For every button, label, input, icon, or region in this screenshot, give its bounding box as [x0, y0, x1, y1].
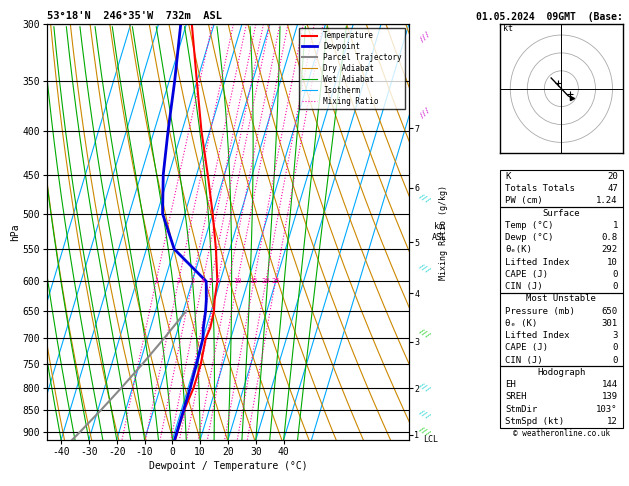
Text: 144: 144 — [602, 380, 618, 389]
Text: 139: 139 — [602, 392, 618, 401]
Text: 10: 10 — [607, 258, 618, 267]
Text: kt: kt — [503, 24, 513, 34]
Text: CIN (J): CIN (J) — [505, 282, 543, 291]
Text: Totals Totals: Totals Totals — [505, 184, 575, 193]
Text: Pressure (mb): Pressure (mb) — [505, 307, 575, 315]
Text: θₑ (K): θₑ (K) — [505, 319, 537, 328]
Text: ///: /// — [418, 382, 431, 394]
Text: 15: 15 — [250, 278, 258, 284]
Bar — [500, 293, 623, 366]
Text: StmDir: StmDir — [505, 405, 537, 414]
Text: ///: /// — [418, 30, 431, 43]
Text: CIN (J): CIN (J) — [505, 356, 543, 364]
Text: 650: 650 — [602, 307, 618, 315]
Text: LCL: LCL — [423, 435, 438, 444]
Text: 0: 0 — [613, 356, 618, 364]
Text: 4: 4 — [201, 278, 205, 284]
Text: CAPE (J): CAPE (J) — [505, 344, 548, 352]
Text: ///: /// — [418, 105, 431, 119]
Text: 12: 12 — [607, 417, 618, 426]
Text: K: K — [505, 172, 510, 181]
Y-axis label: hPa: hPa — [10, 223, 20, 241]
Text: 25: 25 — [271, 278, 280, 284]
Text: SREH: SREH — [505, 392, 526, 401]
Text: 20: 20 — [607, 172, 618, 181]
Text: StmSpd (kt): StmSpd (kt) — [505, 417, 564, 426]
Text: 6: 6 — [216, 278, 220, 284]
Text: 301: 301 — [602, 319, 618, 328]
Text: PW (cm): PW (cm) — [505, 196, 543, 206]
Text: ///: /// — [418, 426, 431, 437]
Text: 103°: 103° — [596, 405, 618, 414]
Text: 01.05.2024  09GMT  (Base: 06): 01.05.2024 09GMT (Base: 06) — [476, 12, 629, 22]
Legend: Temperature, Dewpoint, Parcel Trajectory, Dry Adiabat, Wet Adiabat, Isotherm, Mi: Temperature, Dewpoint, Parcel Trajectory… — [299, 28, 405, 109]
Text: 0: 0 — [613, 270, 618, 279]
Text: 3: 3 — [191, 278, 194, 284]
Text: Hodograph: Hodograph — [537, 368, 586, 377]
Text: Surface: Surface — [543, 208, 580, 218]
Text: CAPE (J): CAPE (J) — [505, 270, 548, 279]
Text: Mixing Ratio (g/kg): Mixing Ratio (g/kg) — [439, 185, 448, 279]
Text: 3: 3 — [613, 331, 618, 340]
Text: 2: 2 — [176, 278, 181, 284]
Text: © weatheronline.co.uk: © weatheronline.co.uk — [513, 429, 610, 438]
Text: 1.24: 1.24 — [596, 196, 618, 206]
Text: Most Unstable: Most Unstable — [526, 295, 596, 303]
Text: 292: 292 — [602, 245, 618, 254]
Bar — [500, 170, 623, 207]
Text: ///: /// — [418, 328, 431, 339]
Text: ///: /// — [418, 263, 431, 275]
Bar — [500, 207, 623, 293]
Text: 47: 47 — [607, 184, 618, 193]
Text: Temp (°C): Temp (°C) — [505, 221, 554, 230]
Y-axis label: km
ASL: km ASL — [431, 223, 447, 242]
Text: ///: /// — [418, 409, 431, 420]
Text: 10: 10 — [233, 278, 242, 284]
Text: θₑ(K): θₑ(K) — [505, 245, 532, 254]
Text: Lifted Index: Lifted Index — [505, 331, 569, 340]
Text: 5: 5 — [209, 278, 213, 284]
Text: 0: 0 — [613, 344, 618, 352]
Text: 1: 1 — [613, 221, 618, 230]
Text: Lifted Index: Lifted Index — [505, 258, 569, 267]
X-axis label: Dewpoint / Temperature (°C): Dewpoint / Temperature (°C) — [148, 461, 308, 471]
Text: 20: 20 — [262, 278, 270, 284]
Text: EH: EH — [505, 380, 516, 389]
Bar — [500, 366, 623, 428]
Text: Dewp (°C): Dewp (°C) — [505, 233, 554, 242]
Text: 0.8: 0.8 — [602, 233, 618, 242]
Text: 0: 0 — [613, 282, 618, 291]
Text: 53°18'N  246°35'W  732m  ASL: 53°18'N 246°35'W 732m ASL — [47, 11, 222, 21]
Text: 1: 1 — [154, 278, 158, 284]
Text: ///: /// — [418, 193, 431, 205]
